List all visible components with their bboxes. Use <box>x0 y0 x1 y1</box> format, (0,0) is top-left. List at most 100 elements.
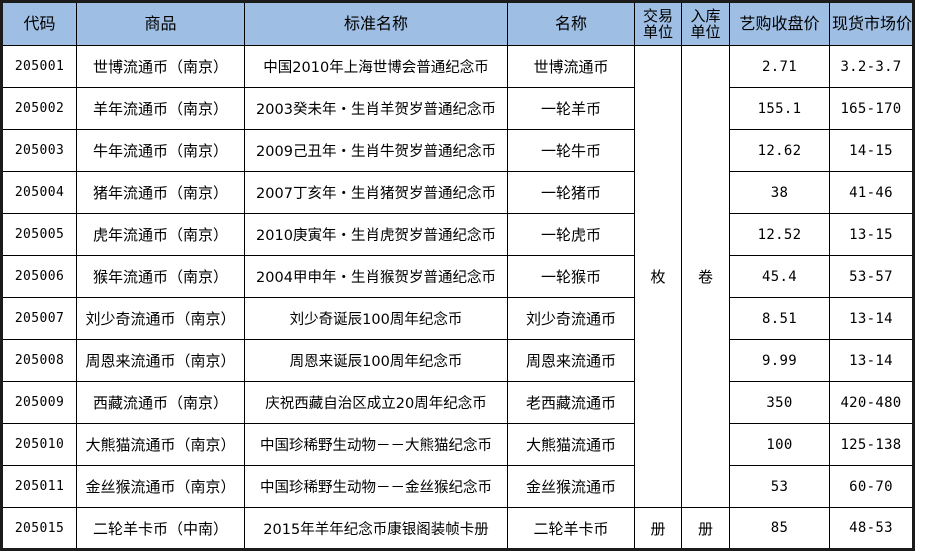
cell-goods[interactable]: 猪年流通币（南京） <box>76 171 245 214</box>
table-row[interactable]: 205003 牛年流通币（南京） 2009己丑年・生肖牛贺岁普通纪念币 一轮牛币 12.… <box>1 129 914 172</box>
cell-standard-name[interactable]: 2007丁亥年・生肖猪贺岁普通纪念币 <box>244 171 508 214</box>
table-row[interactable]: 205009 西藏流通币（南京） 庆祝西藏自治区成立20周年纪念币 老西藏流通币 350… <box>1 381 914 424</box>
cell-code[interactable]: 205015 <box>1 507 77 550</box>
cell-goods[interactable]: 刘少奇流通币（南京） <box>76 297 245 340</box>
cell-market-price[interactable]: 48-53 <box>829 507 914 550</box>
cell-code[interactable]: 205008 <box>1 339 77 382</box>
cell-standard-name[interactable]: 2004甲申年・生肖猴贺岁普通纪念币 <box>244 255 508 298</box>
cell-code[interactable]: 205005 <box>1 213 77 256</box>
cell-standard-name[interactable]: 刘少奇诞辰100周年纪念币 <box>244 297 508 340</box>
table-row[interactable]: 205010 大熊猫流通币（南京） 中国珍稀野生动物－－大熊猫纪念币 大熊猫流通币 10… <box>1 423 914 466</box>
cell-storage-unit[interactable]: 卷 <box>681 45 730 508</box>
cell-closing-price[interactable]: 12.52 <box>729 213 830 256</box>
cell-trade-unit[interactable]: 册 <box>634 507 682 550</box>
cell-market-price[interactable]: 13-15 <box>829 213 914 256</box>
cell-code[interactable]: 205009 <box>1 381 77 424</box>
cell-market-price[interactable]: 3.2-3.7 <box>829 45 914 88</box>
cell-market-price[interactable]: 60-70 <box>829 465 914 508</box>
cell-market-price[interactable]: 13-14 <box>829 297 914 340</box>
cell-standard-name[interactable]: 中国珍稀野生动物－－大熊猫纪念币 <box>244 423 508 466</box>
cell-name[interactable]: 世博流通币 <box>507 45 635 88</box>
cell-name[interactable]: 一轮牛币 <box>507 129 635 172</box>
cell-name[interactable]: 一轮猪币 <box>507 171 635 214</box>
cell-name[interactable]: 一轮猴币 <box>507 255 635 298</box>
cell-closing-price[interactable]: 155.1 <box>729 87 830 130</box>
table-row[interactable]: 205007 刘少奇流通币（南京） 刘少奇诞辰100周年纪念币 刘少奇流通币 8.51 1… <box>1 297 914 340</box>
cell-closing-price[interactable]: 45.4 <box>729 255 830 298</box>
cell-goods[interactable]: 羊年流通币（南京） <box>76 87 245 130</box>
cell-market-price[interactable]: 13-14 <box>829 339 914 382</box>
cell-standard-name[interactable]: 中国珍稀野生动物－－金丝猴纪念币 <box>244 465 508 508</box>
column-header-name[interactable]: 名称 <box>507 1 635 46</box>
cell-goods[interactable]: 猴年流通币（南京） <box>76 255 245 298</box>
cell-closing-price[interactable]: 12.62 <box>729 129 830 172</box>
cell-trade-unit[interactable]: 枚 <box>634 45 682 508</box>
cell-market-price[interactable]: 14-15 <box>829 129 914 172</box>
cell-market-price[interactable]: 53-57 <box>829 255 914 298</box>
cell-goods[interactable]: 二轮羊卡币（中南） <box>76 507 245 550</box>
cell-name[interactable]: 周恩来流通币 <box>507 339 635 382</box>
table-row[interactable]: 205008 周恩来流通币（南京） 周恩来诞辰100周年纪念币 周恩来流通币 9.99 1… <box>1 339 914 382</box>
cell-closing-price[interactable]: 100 <box>729 423 830 466</box>
cell-code[interactable]: 205007 <box>1 297 77 340</box>
table-row[interactable]: 205001 世博流通币（南京） 中国2010年上海世博会普通纪念币 世博流通币枚卷 2… <box>1 45 914 508</box>
table-row[interactable]: 205006 猴年流通币（南京） 2004甲申年・生肖猴贺岁普通纪念币 一轮猴币 45.… <box>1 255 914 298</box>
cell-closing-price[interactable]: 9.99 <box>729 339 830 382</box>
cell-code[interactable]: 205003 <box>1 129 77 172</box>
cell-goods[interactable]: 大熊猫流通币（南京） <box>76 423 245 466</box>
column-header-code[interactable]: 代码 <box>1 1 77 46</box>
cell-market-price[interactable]: 125-138 <box>829 423 914 466</box>
cell-code[interactable]: 205001 <box>1 45 77 88</box>
column-header-standard-name[interactable]: 标准名称 <box>244 1 508 46</box>
cell-market-price[interactable]: 420-480 <box>829 381 914 424</box>
cell-name[interactable]: 老西藏流通币 <box>507 381 635 424</box>
cell-name[interactable]: 金丝猴流通币 <box>507 465 635 508</box>
cell-name[interactable]: 大熊猫流通币 <box>507 423 635 466</box>
cell-storage-unit[interactable]: 册 <box>681 507 730 550</box>
cell-market-price[interactable]: 165-170 <box>829 87 914 130</box>
column-header-market-price[interactable]: 现货市场价 <box>829 1 914 46</box>
table-row[interactable]: 205015 二轮羊卡币（中南） 2015年羊年纪念币康银阁装帧卡册 二轮羊卡币册册 8… <box>1 507 914 550</box>
cell-standard-name[interactable]: 庆祝西藏自治区成立20周年纪念币 <box>244 381 508 424</box>
header-row: 代码 商品 标准名称 名称 交易 单位 入库 单位 艺购收盘价 现货市场价 <box>1 1 914 46</box>
cell-closing-price[interactable]: 38 <box>729 171 830 214</box>
column-header-storage-unit[interactable]: 入库 单位 <box>681 1 730 46</box>
cell-goods[interactable]: 西藏流通币（南京） <box>76 381 245 424</box>
cell-goods[interactable]: 世博流通币（南京） <box>76 45 245 88</box>
table-row[interactable]: 205004 猪年流通币（南京） 2007丁亥年・生肖猪贺岁普通纪念币 一轮猪币 38 4… <box>1 171 914 214</box>
cell-name[interactable]: 刘少奇流通币 <box>507 297 635 340</box>
cell-code[interactable]: 205006 <box>1 255 77 298</box>
cell-goods[interactable]: 牛年流通币（南京） <box>76 129 245 172</box>
cell-goods[interactable]: 周恩来流通币（南京） <box>76 339 245 382</box>
cell-closing-price[interactable]: 8.51 <box>729 297 830 340</box>
cell-closing-price[interactable]: 85 <box>729 507 830 550</box>
cell-market-price[interactable]: 41-46 <box>829 171 914 214</box>
cell-closing-price[interactable]: 53 <box>729 465 830 508</box>
cell-code[interactable]: 205011 <box>1 465 77 508</box>
cell-standard-name[interactable]: 2003癸未年・生肖羊贺岁普通纪念币 <box>244 87 508 130</box>
cell-code[interactable]: 205010 <box>1 423 77 466</box>
column-header-closing-price[interactable]: 艺购收盘价 <box>729 1 830 46</box>
cell-closing-price[interactable]: 2.71 <box>729 45 830 88</box>
table-row[interactable]: 205005 虎年流通币（南京） 2010庚寅年・生肖虎贺岁普通纪念币 一轮虎币 12.… <box>1 213 914 256</box>
cell-standard-name[interactable]: 2009己丑年・生肖牛贺岁普通纪念币 <box>244 129 508 172</box>
cell-goods[interactable]: 金丝猴流通币（南京） <box>76 465 245 508</box>
table-row[interactable]: 205011 金丝猴流通币（南京） 中国珍稀野生动物－－金丝猴纪念币 金丝猴流通币 53… <box>1 465 914 508</box>
column-header-trade-unit-line1: 交易 <box>642 6 673 25</box>
cell-closing-price[interactable]: 350 <box>729 381 830 424</box>
cell-name[interactable]: 二轮羊卡币 <box>507 507 635 550</box>
cell-standard-name[interactable]: 2015年羊年纪念币康银阁装帧卡册 <box>244 507 508 550</box>
cell-name[interactable]: 一轮羊币 <box>507 87 635 130</box>
cell-code[interactable]: 205004 <box>1 171 77 214</box>
cell-standard-name[interactable]: 中国2010年上海世博会普通纪念币 <box>244 45 508 88</box>
cell-code[interactable]: 205002 <box>1 87 77 130</box>
cell-standard-name[interactable]: 周恩来诞辰100周年纪念币 <box>244 339 508 382</box>
cell-standard-name[interactable]: 2010庚寅年・生肖虎贺岁普通纪念币 <box>244 213 508 256</box>
column-header-goods[interactable]: 商品 <box>76 1 245 46</box>
cell-goods[interactable]: 虎年流通币（南京） <box>76 213 245 256</box>
cell-name[interactable]: 一轮虎币 <box>507 213 635 256</box>
column-header-trade-unit[interactable]: 交易 单位 <box>634 1 682 46</box>
table-row[interactable]: 205002 羊年流通币（南京） 2003癸未年・生肖羊贺岁普通纪念币 一轮羊币 155… <box>1 87 914 130</box>
